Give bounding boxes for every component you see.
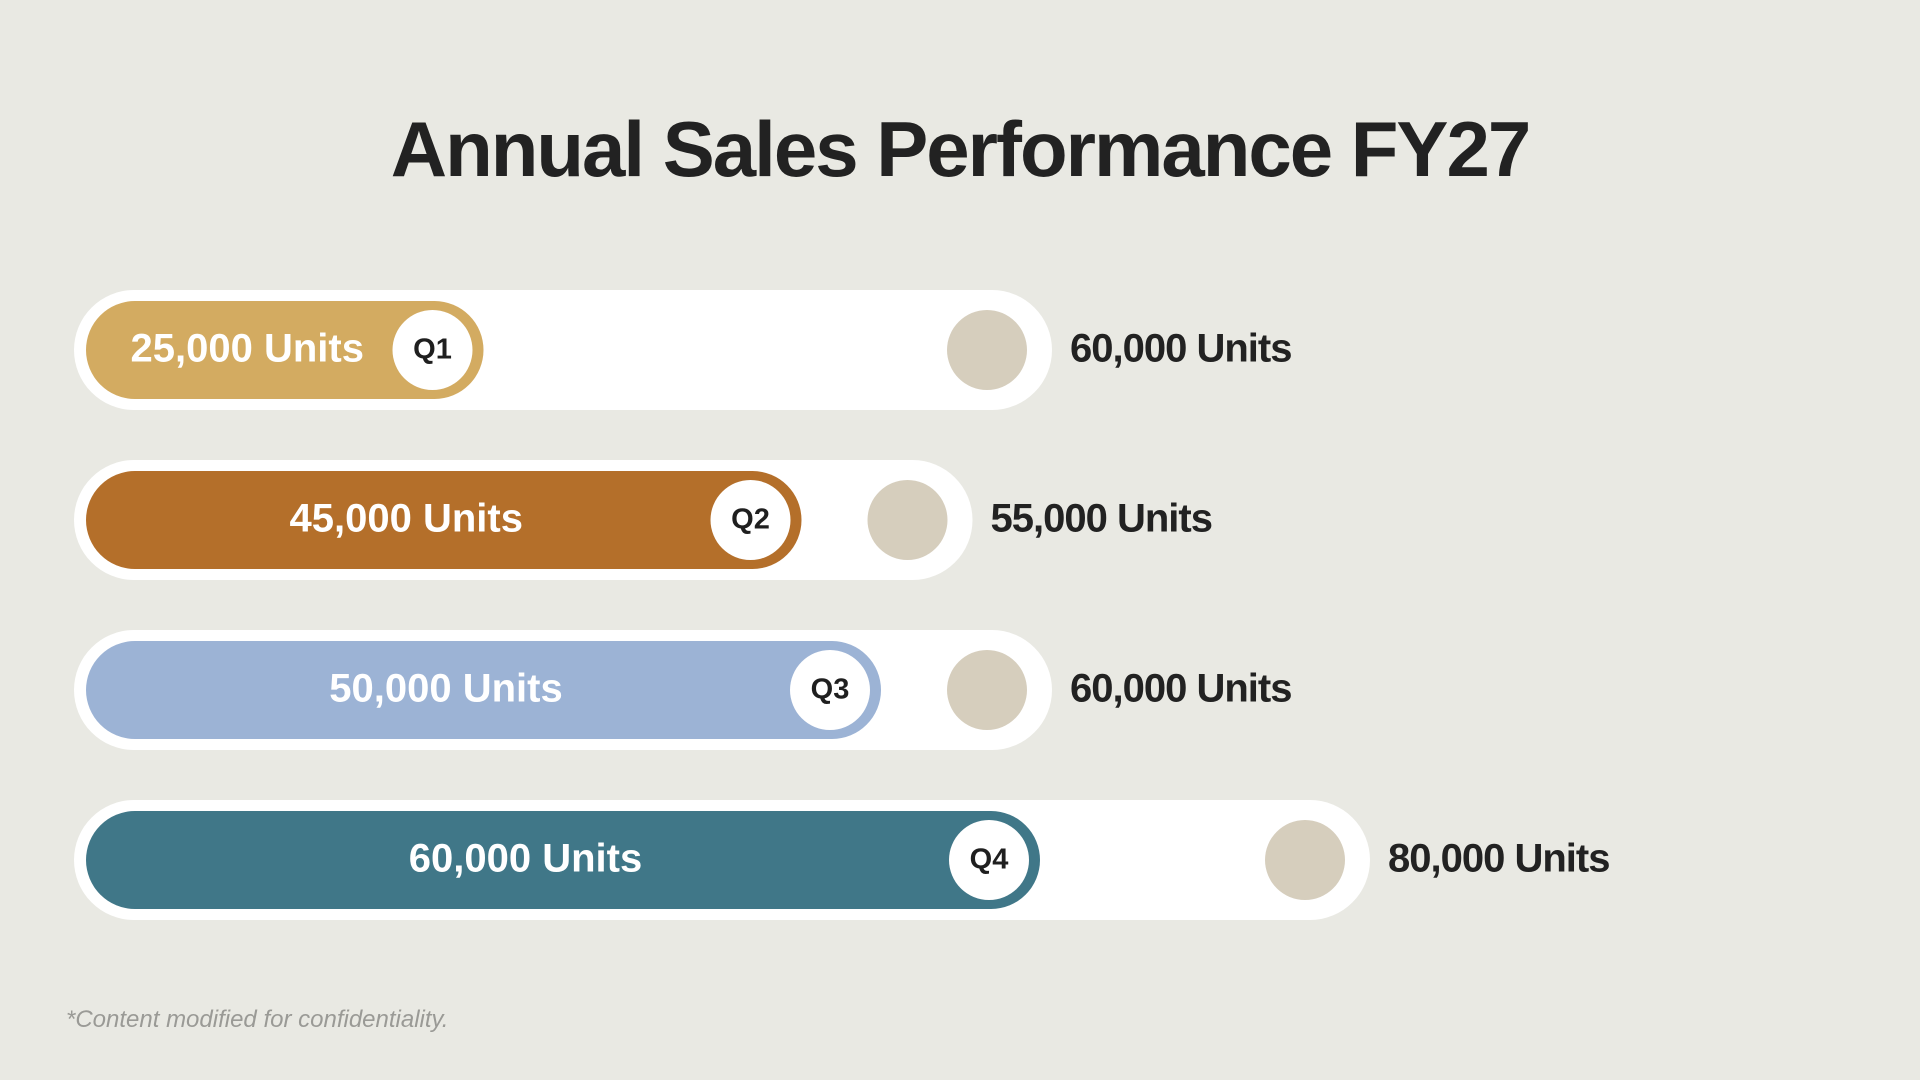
bar-q1: [86, 301, 484, 399]
quarter-badge-q3: [790, 650, 870, 730]
actual-label-q2: 45,000 Units: [290, 497, 523, 541]
quarter-label-q3: Q3: [811, 674, 850, 706]
quarter-badge-q1: [392, 310, 473, 390]
actual-label-q4: 60,000 Units: [409, 837, 642, 881]
quarter-label-q4: Q4: [970, 844, 1009, 876]
target-label-q1: 60,000 Units: [1070, 327, 1291, 371]
target-label-q2: 55,000 Units: [991, 497, 1212, 541]
bar-q2: [86, 471, 802, 569]
quarter-label-q2: Q2: [731, 504, 770, 536]
footnote: *Content modified for confidentiality.: [66, 1006, 449, 1033]
target-marker-q4: [1265, 820, 1345, 900]
quarter-badge-q4: [949, 820, 1029, 900]
chart-title: Annual Sales Performance FY27: [390, 105, 1531, 193]
actual-label-q3: 50,000 Units: [329, 667, 562, 711]
target-label-q3: 60,000 Units: [1070, 667, 1291, 711]
quarter-label-q1: Q1: [413, 334, 452, 366]
quarter-badge-q2: [710, 480, 791, 560]
bar-q3: [86, 641, 881, 739]
bar-q4: [86, 811, 1040, 909]
target-marker-q2: [867, 480, 948, 560]
target-label-q4: 80,000 Units: [1388, 837, 1609, 881]
target-marker-q3: [947, 650, 1027, 730]
target-marker-q1: [947, 310, 1027, 390]
actual-label-q1: 25,000 Units: [131, 327, 364, 371]
